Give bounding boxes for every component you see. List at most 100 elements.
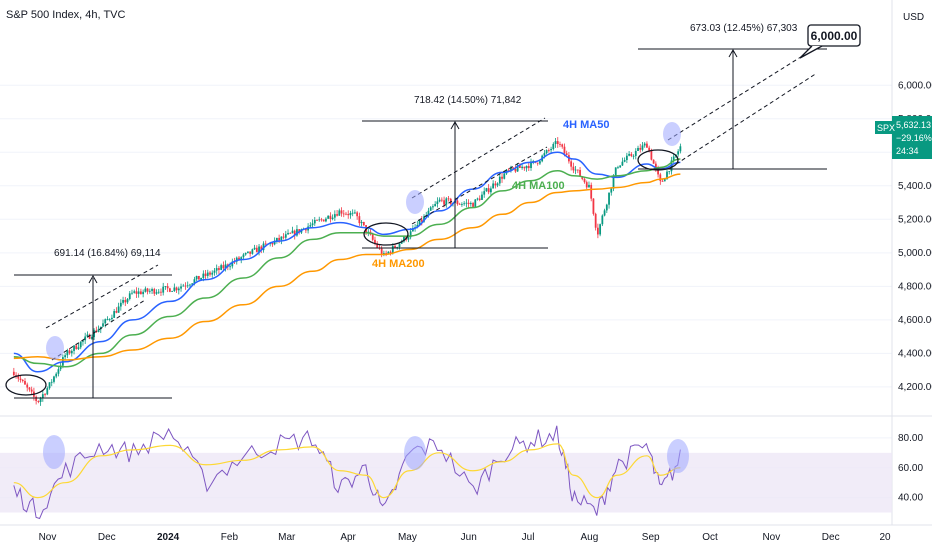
candle-body-127 — [296, 229, 298, 236]
candle-body-71 — [171, 291, 174, 292]
highlight-circles — [43, 122, 689, 473]
candle-body-15 — [46, 388, 49, 395]
rsi-tick-label-1: 60.00 — [898, 463, 923, 474]
candle-body-145 — [336, 214, 338, 216]
candle-body-199 — [456, 200, 459, 205]
candle-body-245 — [559, 144, 561, 145]
candle-body-28 — [75, 345, 78, 350]
channel2-upper — [411, 117, 546, 199]
ma200-line — [13, 173, 681, 361]
candle-body-269 — [612, 176, 615, 189]
candle-body-60 — [146, 288, 149, 292]
candle-body-53 — [131, 292, 133, 294]
price-tick-label-3: 4,800.00 — [898, 281, 932, 292]
candle-body-23 — [64, 355, 67, 358]
candle-body-40 — [102, 323, 104, 327]
candle-body-108 — [253, 247, 256, 250]
candle-body-204 — [467, 202, 470, 205]
candle-body-250 — [570, 161, 573, 167]
candle-body-119 — [278, 237, 281, 241]
candle-body-248 — [565, 153, 568, 156]
candle-body-35 — [90, 337, 93, 339]
candle-body-247 — [563, 146, 566, 154]
ellipse-sep-low — [637, 149, 679, 171]
price-tick-label-0: 4,200.00 — [898, 382, 932, 393]
time-tick-label-2: 2024 — [157, 532, 180, 543]
candle-body-240 — [547, 150, 550, 151]
candle-body-215 — [492, 183, 495, 189]
candle-body-142 — [329, 215, 332, 219]
candle-body-43 — [108, 319, 111, 320]
currency-label: USD — [903, 12, 924, 23]
candle-body-139 — [322, 219, 325, 222]
candle-body-33 — [86, 334, 89, 337]
candle-body-217 — [496, 183, 499, 186]
candle-body-41 — [104, 319, 107, 324]
candle-body-62 — [151, 289, 153, 291]
candle-body-167 — [385, 253, 388, 254]
candle-body-113 — [264, 243, 267, 245]
candle-body-211 — [483, 191, 486, 195]
candle-body-209 — [478, 198, 481, 200]
candle-body-251 — [572, 166, 575, 171]
candle-body-85 — [202, 273, 205, 278]
candle-body-87 — [206, 272, 209, 276]
candle-body-220 — [503, 173, 506, 179]
candle-body-84 — [200, 277, 202, 280]
candle-body-149 — [345, 213, 347, 215]
candle-body-65 — [157, 291, 160, 293]
candle-body-7 — [28, 387, 31, 390]
measure3-arrow — [728, 48, 738, 58]
candle-body-97 — [229, 266, 231, 268]
time-tick-label-3: Feb — [221, 532, 239, 543]
ma50-line — [13, 151, 681, 373]
candle-body-110 — [258, 246, 260, 253]
candle-body-155 — [358, 216, 361, 224]
candle-body-189 — [434, 204, 437, 207]
candle-body-205 — [469, 203, 472, 205]
candle-body-27 — [73, 345, 75, 351]
time-tick-label-13: Dec — [822, 532, 840, 543]
time-tick-label-12: Nov — [762, 532, 780, 543]
channel3-lower — [669, 72, 818, 169]
channel1-lower — [51, 299, 146, 361]
candle-body-135 — [313, 219, 316, 224]
candle-body-67 — [162, 286, 165, 293]
measure2-label: 718.42 (14.50%) 71,842 — [414, 95, 522, 106]
time-tick-label-8: Jul — [522, 532, 535, 543]
candle-body-157 — [362, 221, 365, 226]
candle-body-14 — [44, 394, 46, 395]
highlight-sep — [663, 122, 681, 146]
candle-body-111 — [260, 246, 263, 251]
rsi-ma-line — [13, 443, 681, 499]
candle-body-57 — [140, 291, 142, 295]
candle-body-66 — [160, 291, 162, 293]
badge-price: 5,632.13 — [896, 120, 931, 130]
time-tick-label-11: Oct — [702, 532, 718, 543]
candle-body-56 — [137, 291, 140, 294]
candle-body-25 — [68, 350, 71, 354]
candle-body-34 — [88, 334, 91, 339]
measure3-label: 673.03 (12.45%) 67,303 — [690, 23, 798, 34]
candle-body-30 — [79, 341, 82, 348]
candle-body-208 — [476, 198, 479, 200]
candle-body-261 — [594, 213, 597, 228]
candle-body-86 — [204, 273, 207, 276]
candle-body-150 — [347, 213, 350, 216]
candle-body-125 — [291, 230, 294, 234]
candle-body-169 — [389, 251, 392, 253]
time-tick-label-4: Mar — [278, 532, 296, 543]
candle-body-202 — [463, 203, 466, 205]
candle-body-147 — [340, 210, 343, 214]
candle-body-64 — [155, 292, 158, 294]
candle-body-212 — [485, 188, 488, 192]
rsi-tick-label-2: 80.00 — [898, 433, 923, 444]
price-tick-label-5: 5,200.00 — [898, 214, 932, 225]
candle-body-70 — [168, 288, 171, 292]
candle-body-140 — [325, 218, 327, 222]
candle-body-36 — [93, 330, 95, 338]
time-tick-label-6: May — [398, 532, 417, 543]
candle-body-289 — [657, 168, 659, 175]
candle-body-243 — [554, 141, 557, 144]
